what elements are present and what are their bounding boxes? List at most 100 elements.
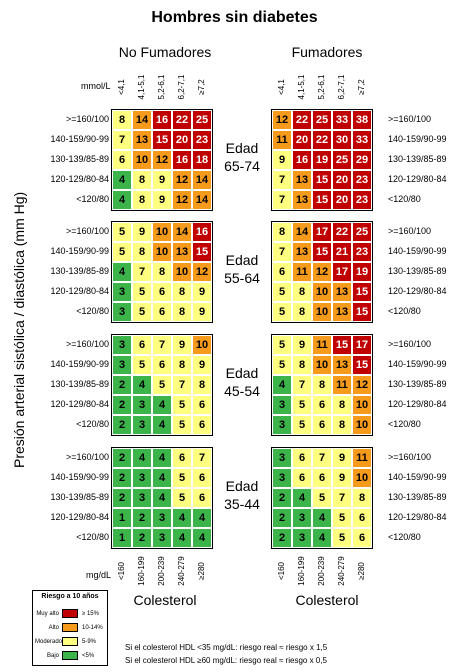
risk-cell: 6 (353, 529, 371, 547)
risk-cell: 5 (273, 303, 291, 321)
risk-legend: Riesgo a 10 años Muy alto ≥ 15% Alto 10-… (32, 590, 108, 666)
risk-cell: 4 (113, 171, 131, 189)
risk-cell: 25 (333, 151, 351, 169)
risk-cell: 8 (313, 376, 331, 394)
risk-cell: 10 (153, 223, 171, 241)
bp-label-right: 130-139/85-89 (388, 266, 447, 276)
grid-frame-nonsmoker-45-54 (111, 334, 213, 436)
legend-range: 5-9% (82, 639, 97, 645)
mgdl-tick: <160 (277, 561, 286, 581)
bp-label-left: 130-139/85-89 (50, 266, 109, 276)
risk-cell: 8 (153, 263, 171, 281)
risk-cell: 8 (133, 191, 151, 209)
risk-cell: 22 (173, 111, 191, 129)
risk-cell: 10 (193, 336, 211, 354)
risk-cell: 13 (333, 303, 351, 321)
risk-cell: 7 (133, 263, 151, 281)
risk-cell: 4 (133, 376, 151, 394)
risk-cell: 5 (273, 336, 291, 354)
bp-label-left: <120/80 (76, 194, 109, 204)
bp-label-right: <120/80 (388, 419, 421, 429)
risk-cell: 6 (313, 469, 331, 487)
risk-cell: 6 (273, 263, 291, 281)
risk-cell: 3 (293, 529, 311, 547)
risk-cell: 13 (333, 356, 351, 374)
risk-cell: 2 (273, 529, 291, 547)
risk-cell: 4 (153, 469, 171, 487)
legend-label: Alto (48, 625, 59, 631)
risk-cell: 4 (313, 529, 331, 547)
bp-label-right: 140-159/90-99 (388, 134, 447, 144)
bp-label-left: 130-139/85-89 (50, 379, 109, 389)
bp-label-left: 130-139/85-89 (50, 154, 109, 164)
risk-cell: 3 (273, 416, 291, 434)
risk-cell: 13 (133, 131, 151, 149)
risk-cell: 5 (133, 303, 151, 321)
risk-cell: 6 (193, 416, 211, 434)
risk-cell: 8 (193, 376, 211, 394)
mmol-tick: 4,1-5,1 (297, 74, 306, 100)
risk-cell: 5 (113, 243, 131, 261)
risk-cell: 5 (173, 489, 191, 507)
risk-cell: 3 (113, 303, 131, 321)
bp-label-right: >=160/100 (388, 226, 432, 236)
risk-cell: 2 (113, 449, 131, 467)
risk-cell: 23 (353, 243, 371, 261)
risk-cell: 2 (273, 509, 291, 527)
risk-cell: 6 (193, 489, 211, 507)
risk-cell: 6 (193, 396, 211, 414)
risk-cell: 4 (113, 191, 131, 209)
mmol-tick: 5,2-6,1 (317, 74, 326, 100)
risk-cell: 4 (273, 376, 291, 394)
risk-cell: 9 (333, 449, 351, 467)
risk-cell: 5 (333, 529, 351, 547)
risk-cell: 8 (293, 283, 311, 301)
risk-cell: 8 (133, 243, 151, 261)
risk-cell: 6 (193, 469, 211, 487)
risk-cell: 15 (313, 243, 331, 261)
risk-cell: 13 (293, 191, 311, 209)
risk-cell: 3 (113, 356, 131, 374)
risk-cell: 17 (353, 336, 371, 354)
age-label-55-64: Edad 55-64 (224, 252, 260, 286)
risk-cell: 6 (313, 396, 331, 414)
bp-label-right: 130-139/85-89 (388, 154, 447, 164)
mmol-tick: ≥7,2 (357, 79, 366, 95)
risk-cell: 3 (113, 336, 131, 354)
risk-cell: 9 (273, 151, 291, 169)
risk-cell: 10 (353, 416, 371, 434)
grid-frame-smoker-35-44 (271, 447, 373, 549)
risk-cell: 10 (353, 469, 371, 487)
risk-cell: 10 (313, 356, 331, 374)
bp-label-left: >=160/100 (65, 114, 109, 124)
risk-cell: 4 (153, 449, 171, 467)
risk-cell: 3 (133, 489, 151, 507)
risk-cell: 16 (173, 151, 191, 169)
risk-cell: 7 (313, 449, 331, 467)
age-label-45-54: Edad 45-54 (224, 365, 260, 399)
bp-label-right: 120-129/80-84 (388, 399, 447, 409)
mgdl-unit-label: mg/dL (86, 570, 112, 580)
mgdl-tick: <160 (117, 561, 126, 581)
grid-frame-nonsmoker-55-64 (111, 221, 213, 323)
legend-range: <5% (82, 653, 95, 659)
risk-cell: 16 (193, 223, 211, 241)
risk-cell: 25 (313, 111, 331, 129)
mgdl-tick: ≥280 (197, 562, 206, 580)
risk-cell: 3 (113, 283, 131, 301)
risk-cell: 5 (293, 396, 311, 414)
bp-label-right: 140-159/90-99 (388, 246, 447, 256)
age-label-65-74: Edad 65-74 (224, 140, 260, 174)
risk-cell: 17 (333, 263, 351, 281)
risk-cell: 12 (313, 263, 331, 281)
risk-cell: 11 (333, 376, 351, 394)
risk-cell: 12 (273, 111, 291, 129)
legend-label: Muy alto (36, 611, 59, 617)
risk-cell: 4 (113, 263, 131, 281)
risk-cell: 3 (153, 529, 171, 547)
risk-cell: 3 (153, 509, 171, 527)
legend-item-very-high: Muy alto ≥ 15% (35, 609, 107, 619)
risk-cell: 33 (353, 131, 371, 149)
legend-range: ≥ 15% (82, 611, 99, 617)
risk-cell: 7 (153, 336, 171, 354)
